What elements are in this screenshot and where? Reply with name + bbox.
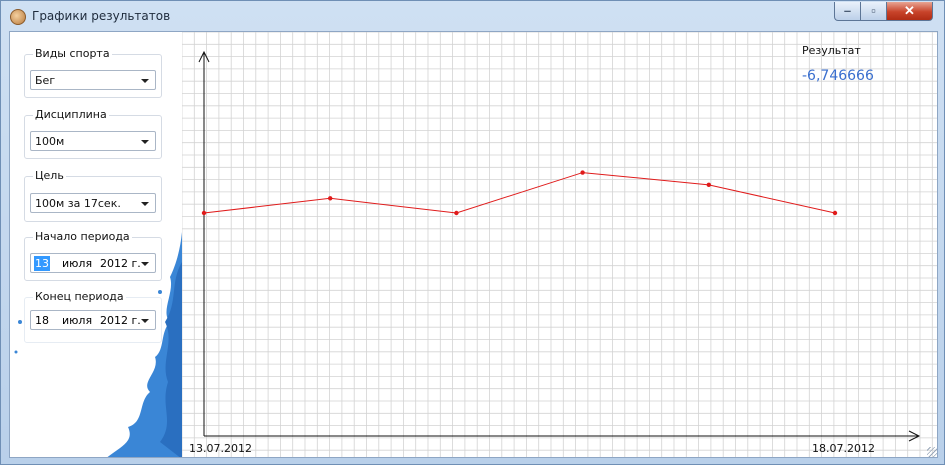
discipline-label: Дисциплина: [33, 108, 109, 121]
maximize-button[interactable]: ▫: [860, 2, 887, 21]
period-end-month[interactable]: июля: [62, 314, 93, 327]
data-point: [832, 210, 838, 216]
goal-group: Цель 100м за 17сек.: [24, 169, 162, 222]
sport-select[interactable]: Бег: [30, 70, 156, 90]
period-end-group: Конец периода 18 июля 2012 г.: [24, 290, 162, 343]
results-chart: Результат -6,746666 13.07.2012 18.07.201…: [181, 32, 937, 457]
data-point: [706, 182, 711, 188]
close-icon: ✕: [904, 3, 915, 18]
data-point: [201, 210, 207, 216]
period-start-day[interactable]: 13: [34, 256, 50, 271]
window-title: Графики результатов: [32, 9, 171, 23]
title-bar[interactable]: Графики результатов – ▫ ✕: [1, 1, 944, 31]
client-area: Виды спорта Бег Дисциплина 100м Цель 100…: [9, 31, 938, 458]
minimize-button[interactable]: –: [834, 2, 861, 21]
chevron-down-icon[interactable]: [141, 202, 149, 206]
data-point: [328, 196, 333, 201]
chart-grid: [181, 32, 937, 457]
result-value: -6,746666: [802, 68, 874, 84]
chevron-down-icon[interactable]: [141, 140, 149, 144]
period-end-label: Конец периода: [33, 290, 126, 303]
x-start-label: 13.07.2012: [189, 442, 252, 455]
chart-canvas: [181, 32, 937, 457]
goal-label: Цель: [33, 169, 66, 182]
y-axis-arrow-icon: [198, 50, 210, 63]
chart-series: [201, 170, 838, 216]
discipline-value: 100м: [35, 135, 65, 148]
goal-select[interactable]: 100м за 17сек.: [30, 193, 156, 213]
maximize-icon: ▫: [871, 3, 876, 18]
sport-value: Бег: [35, 74, 56, 87]
filter-panel: Виды спорта Бег Дисциплина 100м Цель 100…: [10, 32, 182, 457]
minimize-icon: –: [843, 3, 852, 18]
series-line: [203, 172, 836, 214]
period-end-year[interactable]: 2012 г.: [100, 314, 141, 327]
sport-label: Виды спорта: [33, 47, 112, 60]
period-start-datepicker[interactable]: 13 июля 2012 г.: [30, 253, 156, 273]
data-point: [580, 170, 585, 175]
period-start-group: Начало периода 13 июля 2012 г.: [24, 230, 162, 281]
close-button[interactable]: ✕: [886, 2, 933, 21]
period-start-year[interactable]: 2012 г.: [100, 257, 141, 270]
period-start-label: Начало периода: [33, 230, 132, 243]
sport-group: Виды спорта Бег: [24, 47, 162, 98]
x-axis-arrow-icon: [908, 430, 921, 442]
chevron-down-icon[interactable]: [141, 79, 149, 83]
chevron-down-icon[interactable]: [141, 262, 149, 266]
period-end-datepicker[interactable]: 18 июля 2012 г.: [30, 310, 156, 330]
period-start-month[interactable]: июля: [62, 257, 93, 270]
result-label: Результат: [802, 44, 861, 57]
discipline-group: Дисциплина 100м: [24, 108, 162, 159]
app-emblem-icon: [10, 9, 26, 25]
resize-grip[interactable]: [927, 447, 937, 457]
discipline-select[interactable]: 100м: [30, 131, 156, 151]
data-point: [454, 210, 459, 216]
period-end-day[interactable]: 18: [35, 314, 49, 327]
goal-value: 100м за 17сек.: [35, 197, 121, 210]
x-end-label: 18.07.2012: [812, 442, 875, 455]
chevron-down-icon[interactable]: [141, 319, 149, 323]
paint-splash-decoration: [14, 232, 182, 457]
